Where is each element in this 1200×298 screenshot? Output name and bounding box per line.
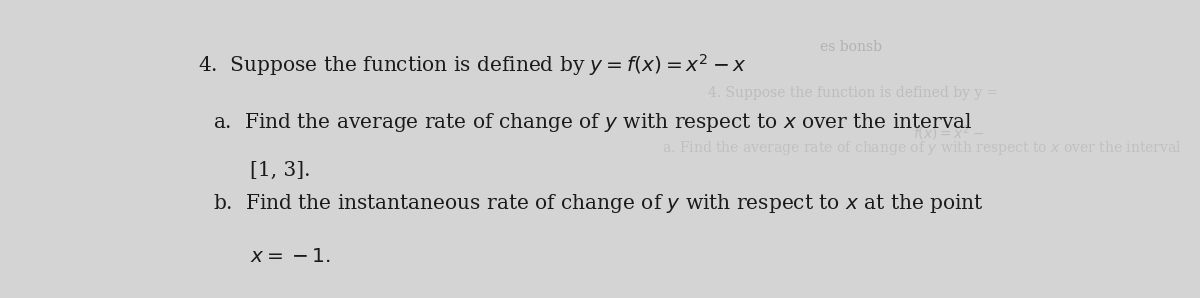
Text: es bonsb: es bonsb — [820, 40, 882, 54]
Text: 4. Suppose the function is defined by y =: 4. Suppose the function is defined by y … — [708, 86, 998, 100]
Text: $f(x) = x^2 -$: $f(x) = x^2 -$ — [912, 123, 984, 142]
Text: a.  Find the average rate of change of $y$ with respect to $x$ over the interval: a. Find the average rate of change of $y… — [214, 111, 972, 134]
Text: 4.  Suppose the function is defined by $y = f(x) = x^2 - x$: 4. Suppose the function is defined by $y… — [198, 52, 748, 78]
Text: a. Find the average rate of change of $y$ with respect to $x$ over the interval: a. Find the average rate of change of $y… — [661, 139, 1181, 157]
Text: [1, 3].: [1, 3]. — [251, 161, 311, 180]
Text: b.  Find the instantaneous rate of change of $y$ with respect to $x$ at the poin: b. Find the instantaneous rate of change… — [214, 192, 984, 215]
Text: $x = -1.$: $x = -1.$ — [251, 247, 331, 266]
